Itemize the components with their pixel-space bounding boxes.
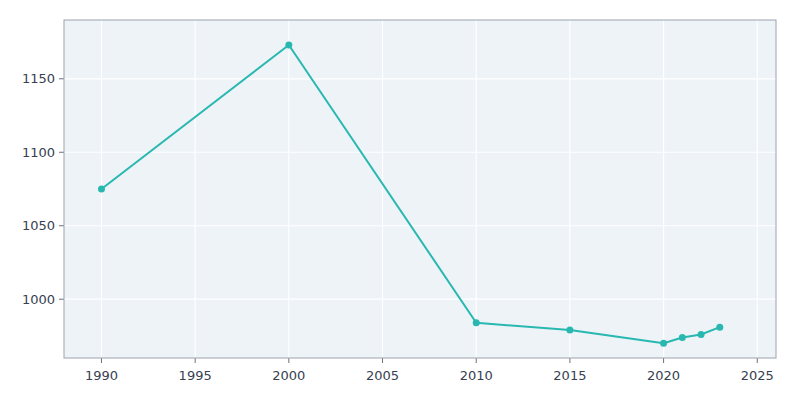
x-tick-label: 2020 <box>647 368 680 383</box>
x-tick <box>476 358 477 363</box>
x-grid-line <box>663 20 664 358</box>
x-tick-label: 1995 <box>179 368 212 383</box>
chart-container: 1990 1995 2000 2005 2010 2015 2020 2025 1000 1050… <box>0 0 800 400</box>
y-grid-line <box>64 299 776 300</box>
data-point <box>473 319 480 326</box>
x-tick-label: 1990 <box>85 368 118 383</box>
data-point <box>566 327 573 334</box>
x-tick-label: 2000 <box>272 368 305 383</box>
y-tick <box>59 225 64 226</box>
x-tick <box>101 358 102 363</box>
chart-svg: 1990 1995 2000 2005 2010 2015 2020 2025 1000 1050… <box>0 0 800 400</box>
x-grid-line <box>476 20 477 358</box>
x-tick <box>569 358 570 363</box>
data-point <box>285 41 292 48</box>
data-point <box>698 331 705 338</box>
plot-frame <box>64 20 776 358</box>
x-tick <box>382 358 383 363</box>
x-tick <box>195 358 196 363</box>
x-grid-line <box>569 20 570 358</box>
y-grid-line <box>64 225 776 226</box>
x-tick-label: 2005 <box>366 368 399 383</box>
x-grid-line <box>757 20 758 358</box>
x-tick <box>663 358 664 363</box>
data-point <box>98 186 105 193</box>
y-tick <box>59 152 64 153</box>
y-tick <box>59 78 64 79</box>
x-grid-line <box>288 20 289 358</box>
x-tick-label: 2010 <box>460 368 493 383</box>
axes: 1990 1995 2000 2005 2010 2015 2020 2025 1000 1050… <box>22 71 774 383</box>
x-tick <box>757 358 758 363</box>
x-tick-label: 2025 <box>741 368 774 383</box>
data-layer <box>98 41 723 346</box>
x-grid-line <box>195 20 196 358</box>
data-line <box>101 45 719 343</box>
data-point <box>716 324 723 331</box>
y-tick <box>59 299 64 300</box>
y-grid-line <box>64 152 776 153</box>
grid <box>64 20 776 358</box>
x-tick <box>288 358 289 363</box>
y-tick-label: 1000 <box>22 292 55 307</box>
data-point <box>679 334 686 341</box>
plot-background <box>64 20 776 358</box>
x-tick-label: 2015 <box>553 368 586 383</box>
y-tick-label: 1100 <box>22 145 55 160</box>
y-tick-label: 1150 <box>22 71 55 86</box>
x-grid-line <box>382 20 383 358</box>
y-grid-line <box>64 78 776 79</box>
y-tick-label: 1050 <box>22 218 55 233</box>
data-point <box>660 340 667 347</box>
